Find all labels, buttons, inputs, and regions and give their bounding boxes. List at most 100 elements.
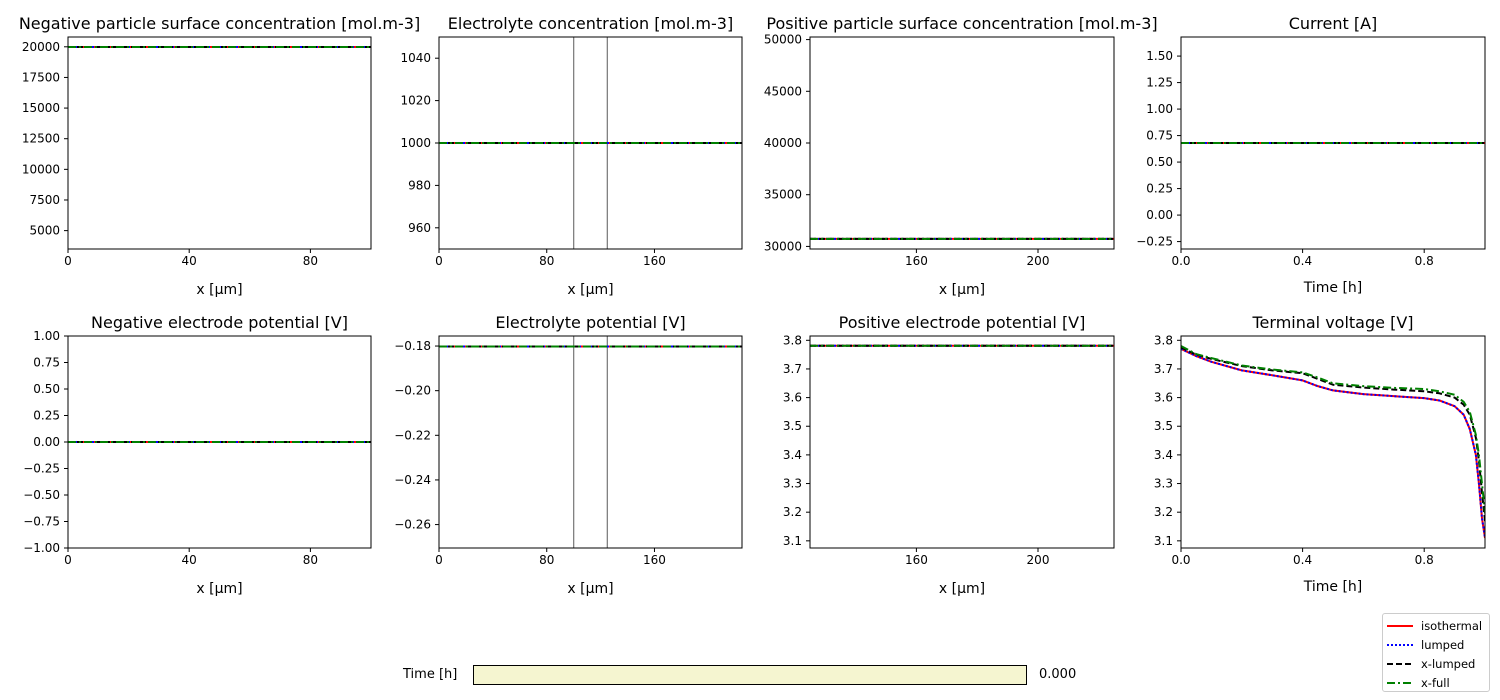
- x-tick-label: 80: [303, 254, 318, 268]
- series-group: [1181, 345, 1485, 539]
- y-tick-label: 15000: [22, 101, 60, 115]
- time-slider[interactable]: Time [h] 0.000: [400, 664, 1100, 688]
- y-tick-label: 35000: [764, 188, 802, 202]
- y-tick-label: 3.1: [783, 534, 802, 548]
- y-tick-label: 3.8: [783, 333, 802, 347]
- y-tick-label: 7500: [29, 193, 60, 207]
- y-tick-label: 1.25: [1146, 76, 1173, 90]
- y-tick-label: 45000: [764, 84, 802, 98]
- y-tick-label: −1.00: [23, 541, 60, 555]
- y-tick-label: 3.2: [783, 505, 802, 519]
- y-tick-label: −0.50: [23, 488, 60, 502]
- y-tick-label: 3.4: [783, 448, 802, 462]
- y-tick-label: 50000: [764, 33, 802, 47]
- legend-swatch-x-full: [1387, 678, 1413, 688]
- y-tick-label: 0.50: [1146, 155, 1173, 169]
- time-slider-value: 0.000: [1039, 667, 1077, 682]
- x-tick-label: 0: [64, 254, 72, 268]
- subplot-c5: Negative electrode potential [V] 0 40 80 −1.…: [23, 313, 372, 597]
- axes-frame: [438, 335, 743, 549]
- x-tick-label: 80: [539, 254, 554, 268]
- axes-frame: [67, 36, 372, 250]
- legend-label-x-full: x-full: [1421, 675, 1450, 690]
- y-tick-label: −0.26: [394, 518, 431, 532]
- x-axis-label: x [μm]: [567, 282, 613, 298]
- legend-swatch-isothermal: [1387, 621, 1413, 631]
- x-axis-label: Time [h]: [1303, 579, 1363, 595]
- x-axis-label: x [μm]: [939, 581, 985, 597]
- x-tick-label: 0: [435, 553, 443, 567]
- y-tick-label: −0.22: [394, 428, 431, 442]
- y-tick-label: 0.50: [33, 382, 60, 396]
- legend-item-isothermal: isothermal: [1387, 616, 1485, 635]
- y-tick-label: 3.5: [1154, 419, 1173, 433]
- x-tick-label: 0.8: [1415, 254, 1434, 268]
- y-tick-label: −0.20: [394, 384, 431, 398]
- x-tick-label: 0.0: [1171, 254, 1190, 268]
- x-tick-label: 40: [182, 254, 197, 268]
- x-tick-label: 0: [435, 254, 443, 268]
- y-tick-label: 3.3: [783, 477, 802, 491]
- y-tick-label: 0.75: [33, 356, 60, 370]
- subplot-title: Negative electrode potential [V]: [91, 313, 348, 332]
- y-tick-label: −0.25: [23, 462, 60, 476]
- legend-label-lumped: lumped: [1421, 637, 1465, 652]
- subplot-title: Current [A]: [1289, 14, 1378, 33]
- y-tick-label: 1.50: [1146, 49, 1173, 63]
- time-slider-track[interactable]: [473, 665, 1027, 685]
- y-tick-label: 0.75: [1146, 129, 1173, 143]
- y-tick-label: 1.00: [33, 329, 60, 343]
- subplot-title: Electrolyte potential [V]: [495, 313, 685, 332]
- legend: isothermal lumped x-lumped x-full: [1382, 613, 1490, 692]
- series-line-x-full: [1181, 345, 1485, 517]
- legend-label-isothermal: isothermal: [1421, 618, 1483, 633]
- x-axis-label: x [μm]: [196, 581, 242, 597]
- subplot-title: Terminal voltage [V]: [1252, 313, 1414, 332]
- x-tick-label: 160: [643, 254, 666, 268]
- x-tick-label: 40: [182, 553, 197, 567]
- figure-canvas: Negative particle surface concentration …: [19, 14, 1486, 597]
- x-tick-label: 0.4: [1293, 553, 1312, 567]
- y-tick-label: 10000: [22, 162, 60, 176]
- y-tick-label: −0.18: [394, 339, 431, 353]
- legend-swatch-x-lumped: [1387, 659, 1413, 669]
- subplot-c8: Terminal voltage [V] 0.0 0.4 0.8 3.1 3.2 3.3 3.…: [1154, 313, 1486, 595]
- x-tick-label: 80: [539, 553, 554, 567]
- x-tick-label: 80: [303, 553, 318, 567]
- y-tick-label: 3.2: [1154, 505, 1173, 519]
- y-tick-label: 40000: [764, 136, 802, 150]
- legend-swatch-lumped: [1387, 640, 1413, 650]
- x-tick-label: 0: [64, 553, 72, 567]
- x-tick-label: 160: [643, 553, 666, 567]
- y-tick-label: 0.25: [33, 409, 60, 423]
- subplot-c7: Positive electrode potential [V] 160 200 3.…: [783, 313, 1115, 597]
- time-slider-label: Time [h]: [403, 667, 458, 682]
- y-tick-label: 3.8: [1154, 333, 1173, 347]
- y-tick-label: 3.7: [783, 362, 802, 376]
- y-tick-label: 3.4: [1154, 448, 1173, 462]
- y-tick-label: 3.1: [1154, 534, 1173, 548]
- y-tick-label: 0.00: [1146, 208, 1173, 222]
- subplot-c6: Electrolyte potential [V] 0 80 160 −0.26 −0.2…: [394, 313, 743, 597]
- x-axis-label: Time [h]: [1303, 280, 1363, 296]
- series-line-isothermal: [1181, 347, 1485, 539]
- y-tick-label: 17500: [22, 70, 60, 84]
- series-line-x-lumped: [1181, 346, 1485, 526]
- legend-item-x-lumped: x-lumped: [1387, 654, 1485, 673]
- y-tick-label: 0.00: [33, 435, 60, 449]
- x-tick-label: 0.8: [1415, 553, 1434, 567]
- y-tick-label: 3.7: [1154, 362, 1173, 376]
- x-tick-label: 0.0: [1171, 553, 1190, 567]
- y-tick-label: 960: [408, 221, 431, 235]
- y-tick-label: 1020: [400, 94, 431, 108]
- y-tick-label: −0.25: [1136, 235, 1173, 249]
- x-tick-label: 160: [905, 254, 928, 268]
- axes-frame: [1180, 36, 1486, 250]
- y-tick-label: 3.6: [1154, 391, 1173, 405]
- legend-item-lumped: lumped: [1387, 635, 1485, 654]
- subplot-c3: Positive particle surface concentration …: [764, 14, 1158, 298]
- time-slider-fill[interactable]: [474, 666, 1026, 684]
- y-tick-label: 20000: [22, 40, 60, 54]
- series-line-lumped: [1181, 347, 1485, 539]
- subplot-title: Electrolyte concentration [mol.m-3]: [448, 14, 733, 33]
